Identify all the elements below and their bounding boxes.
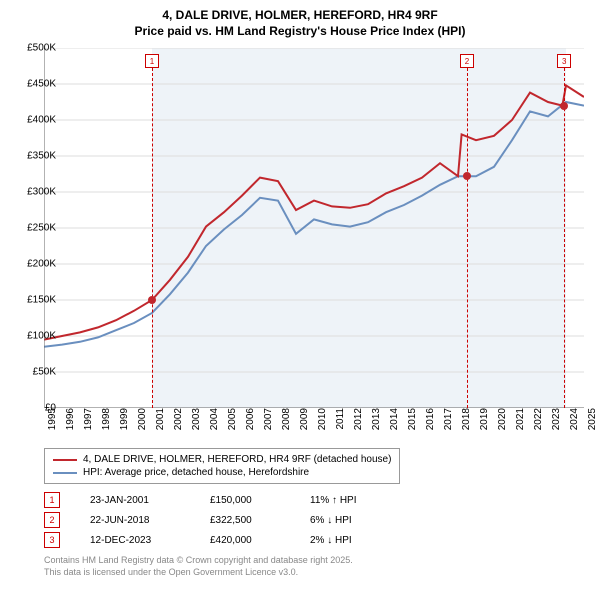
x-tick-label: 1995: [47, 408, 58, 438]
transaction-table: 1 23-JAN-2001 £150,000 11% ↑ HPI 2 22-JU…: [44, 490, 400, 550]
marker-dot: [560, 102, 568, 110]
y-tick-label: £300K: [16, 187, 56, 198]
legend-label: 4, DALE DRIVE, HOLMER, HEREFORD, HR4 9RF…: [83, 454, 391, 465]
legend-swatch: [53, 459, 77, 461]
chart-container: 4, DALE DRIVE, HOLMER, HEREFORD, HR4 9RF…: [0, 0, 600, 590]
marker-num-box: 3: [557, 54, 571, 68]
transaction-date: 12-DEC-2023: [90, 535, 180, 546]
x-tick-label: 1997: [83, 408, 94, 438]
x-tick-label: 2017: [443, 408, 454, 438]
transaction-price: £150,000: [210, 495, 280, 506]
y-tick-label: £50K: [16, 367, 56, 378]
x-tick-label: 2009: [299, 408, 310, 438]
footer-line-1: Contains HM Land Registry data © Crown c…: [44, 555, 353, 565]
x-tick-label: 1996: [65, 408, 76, 438]
y-tick-label: £250K: [16, 223, 56, 234]
x-tick-label: 2022: [533, 408, 544, 438]
marker-num-box: 2: [460, 54, 474, 68]
x-tick-label: 2025: [587, 408, 598, 438]
x-tick-label: 2004: [209, 408, 220, 438]
legend: 4, DALE DRIVE, HOLMER, HEREFORD, HR4 9RF…: [44, 448, 400, 484]
marker-line: [564, 68, 565, 408]
x-tick-label: 2013: [371, 408, 382, 438]
x-tick-label: 2023: [551, 408, 562, 438]
table-row: 1 23-JAN-2001 £150,000 11% ↑ HPI: [44, 490, 400, 510]
legend-item: HPI: Average price, detached house, Here…: [53, 466, 391, 479]
transaction-num-box: 3: [44, 532, 60, 548]
x-tick-label: 2007: [263, 408, 274, 438]
y-tick-label: £350K: [16, 151, 56, 162]
x-tick-label: 2002: [173, 408, 184, 438]
footer-line-2: This data is licensed under the Open Gov…: [44, 567, 298, 577]
title-line-2: Price paid vs. HM Land Registry's House …: [135, 24, 466, 38]
table-row: 3 12-DEC-2023 £420,000 2% ↓ HPI: [44, 530, 400, 550]
transaction-price: £322,500: [210, 515, 280, 526]
legend-item: 4, DALE DRIVE, HOLMER, HEREFORD, HR4 9RF…: [53, 453, 391, 466]
x-tick-label: 2012: [353, 408, 364, 438]
chart-title: 4, DALE DRIVE, HOLMER, HEREFORD, HR4 9RF…: [0, 0, 600, 39]
x-tick-label: 2014: [389, 408, 400, 438]
x-tick-label: 2008: [281, 408, 292, 438]
legend-label: HPI: Average price, detached house, Here…: [83, 467, 309, 478]
transaction-pct: 11% ↑ HPI: [310, 495, 400, 506]
x-tick-label: 2015: [407, 408, 418, 438]
table-row: 2 22-JUN-2018 £322,500 6% ↓ HPI: [44, 510, 400, 530]
marker-line: [152, 68, 153, 408]
footer-attribution: Contains HM Land Registry data © Crown c…: [44, 555, 353, 578]
x-tick-label: 2010: [317, 408, 328, 438]
legend-swatch: [53, 472, 77, 474]
y-tick-label: £150K: [16, 295, 56, 306]
transaction-date: 23-JAN-2001: [90, 495, 180, 506]
chart-svg: [44, 48, 584, 408]
x-tick-label: 2020: [497, 408, 508, 438]
x-tick-label: 2006: [245, 408, 256, 438]
x-tick-label: 2016: [425, 408, 436, 438]
x-tick-label: 2001: [155, 408, 166, 438]
title-line-1: 4, DALE DRIVE, HOLMER, HEREFORD, HR4 9RF: [162, 8, 437, 22]
x-tick-label: 2005: [227, 408, 238, 438]
marker-dot: [148, 296, 156, 304]
x-tick-label: 2019: [479, 408, 490, 438]
y-tick-label: £500K: [16, 43, 56, 54]
marker-line: [467, 68, 468, 408]
x-tick-label: 2024: [569, 408, 580, 438]
y-tick-label: £400K: [16, 115, 56, 126]
marker-num-box: 1: [145, 54, 159, 68]
x-tick-label: 2003: [191, 408, 202, 438]
transaction-date: 22-JUN-2018: [90, 515, 180, 526]
transaction-price: £420,000: [210, 535, 280, 546]
marker-dot: [463, 172, 471, 180]
x-tick-label: 2021: [515, 408, 526, 438]
x-tick-label: 2018: [461, 408, 472, 438]
transaction-pct: 6% ↓ HPI: [310, 515, 400, 526]
transaction-num-box: 1: [44, 492, 60, 508]
transaction-num-box: 2: [44, 512, 60, 528]
x-tick-label: 1999: [119, 408, 130, 438]
x-tick-label: 2000: [137, 408, 148, 438]
plot-area: [44, 48, 584, 408]
x-tick-label: 2011: [335, 408, 346, 438]
y-tick-label: £100K: [16, 331, 56, 342]
transaction-pct: 2% ↓ HPI: [310, 535, 400, 546]
y-tick-label: £450K: [16, 79, 56, 90]
y-tick-label: £200K: [16, 259, 56, 270]
x-tick-label: 1998: [101, 408, 112, 438]
